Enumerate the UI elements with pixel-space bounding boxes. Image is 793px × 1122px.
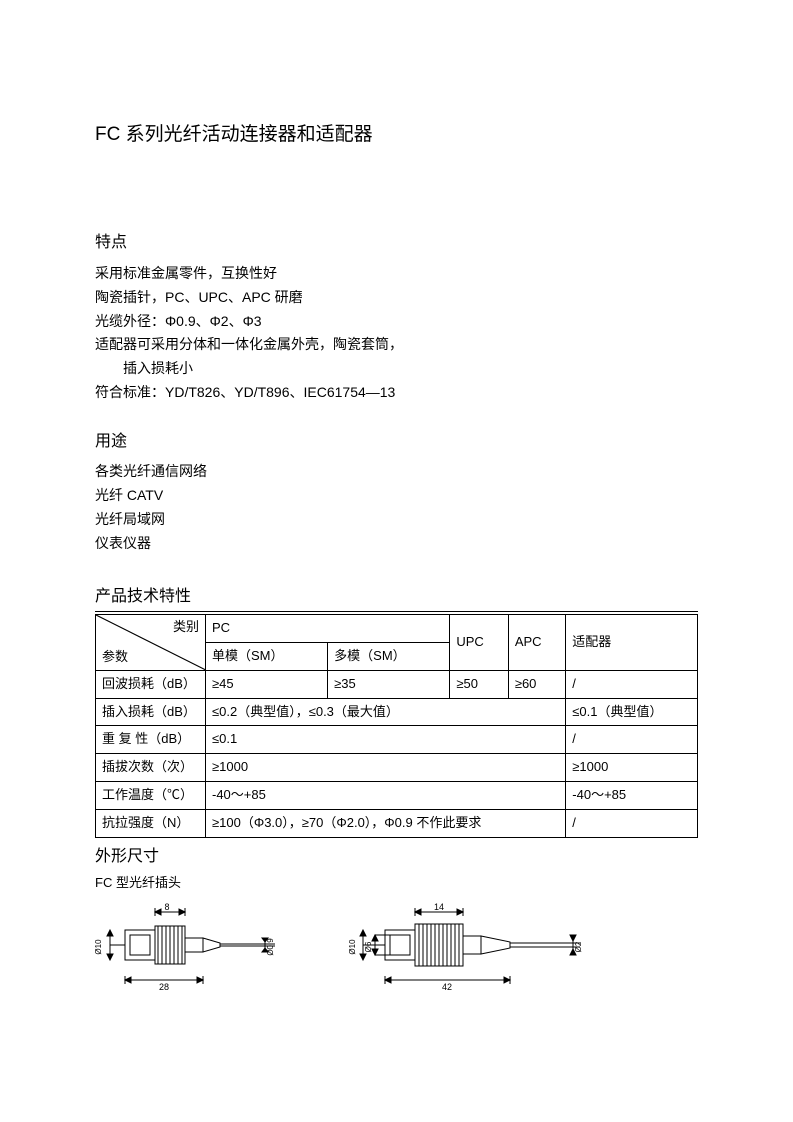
cell: ≥45 xyxy=(206,670,328,698)
features-section: 特点 采用标准金属零件，互换性好 陶瓷插针，PC、UPC、APC 研磨 光缆外径… xyxy=(95,230,698,404)
dimensions-heading: 外形尺寸 xyxy=(95,844,698,870)
cell: / xyxy=(566,809,698,837)
feature-line: 符合标准：YD/T826、YD/T896、IEC61754—13 xyxy=(95,381,698,405)
cell: ≥1000 xyxy=(566,754,698,782)
row-label: 插拔次数（次） xyxy=(96,754,206,782)
row-label: 工作温度（℃） xyxy=(96,781,206,809)
drawings-row: 8 28 Ø10 Ø0.9 xyxy=(95,902,698,992)
page-title: FC 系列光纤活动连接器和适配器 xyxy=(95,120,698,150)
feature-line: 光缆外径：Φ0.9、Φ2、Φ3 xyxy=(95,310,698,334)
table-row: 工作温度（℃） -40～+85 -40～+85 xyxy=(96,781,698,809)
dim-label: Ø2 xyxy=(574,941,583,952)
usage-line: 各类光纤通信网络 xyxy=(95,460,698,484)
dim-label: 28 xyxy=(159,982,169,992)
usage-section: 用途 各类光纤通信网络 光纤 CATV 光纤局域网 仪表仪器 xyxy=(95,429,698,556)
row-label: 重 复 性（dB） xyxy=(96,726,206,754)
row-label: 插入损耗（dB） xyxy=(96,698,206,726)
usage-line: 光纤局域网 xyxy=(95,508,698,532)
connector-drawing-1: 8 28 Ø10 Ø0.9 xyxy=(95,902,305,992)
cell: ≥100（Φ3.0），≥70（Φ2.0），Φ0.9 不作此要求 xyxy=(206,809,566,837)
dimensions-sub: FC 型光纤插头 xyxy=(95,873,698,894)
cell: ≤0.2（典型值），≤0.3（最大值） xyxy=(206,698,566,726)
cell: / xyxy=(566,726,698,754)
cell: -40～+85 xyxy=(566,781,698,809)
corner-cell: 类别 参数 xyxy=(96,615,206,671)
col-upc: UPC xyxy=(450,615,508,671)
spec-table: 类别 参数 PC UPC APC 适配器 单模（SM） 多模（SM） 回波损耗（… xyxy=(95,614,698,837)
cell: -40～+85 xyxy=(206,781,566,809)
usage-line: 光纤 CATV xyxy=(95,484,698,508)
table-header-row: 类别 参数 PC UPC APC 适配器 xyxy=(96,615,698,643)
col-pc-sm: 单模（SM） xyxy=(206,642,328,670)
feature-line: 陶瓷插针，PC、UPC、APC 研磨 xyxy=(95,286,698,310)
table-row: 插拔次数（次） ≥1000 ≥1000 xyxy=(96,754,698,782)
dim-label: Ø6 xyxy=(364,941,373,952)
usage-line: 仪表仪器 xyxy=(95,532,698,556)
features-heading: 特点 xyxy=(95,230,698,256)
cell: ≤0.1 xyxy=(206,726,566,754)
dim-label: Ø10 xyxy=(95,939,103,955)
table-row: 抗拉强度（N） ≥100（Φ3.0），≥70（Φ2.0），Φ0.9 不作此要求 … xyxy=(96,809,698,837)
dim-label: 42 xyxy=(442,982,452,992)
dim-label: 14 xyxy=(434,902,444,912)
connector-drawing-2: 14 42 Ø10 Ø6 Ø2 xyxy=(345,902,605,992)
feature-line: 适配器可采用分体和一体化金属外壳，陶瓷套筒， xyxy=(95,333,698,357)
col-pc-mm: 多模（SM） xyxy=(328,642,450,670)
dim-label: 8 xyxy=(164,902,169,912)
dim-label: Ø0.9 xyxy=(266,938,275,956)
cell: / xyxy=(566,670,698,698)
table-row: 回波损耗（dB） ≥45 ≥35 ≥50 ≥60 / xyxy=(96,670,698,698)
row-label: 抗拉强度（N） xyxy=(96,809,206,837)
usage-heading: 用途 xyxy=(95,429,698,455)
table-row: 插入损耗（dB） ≤0.2（典型值），≤0.3（最大值） ≤0.1（典型值） xyxy=(96,698,698,726)
cell: ≤0.1（典型值） xyxy=(566,698,698,726)
corner-top-label: 类别 xyxy=(173,617,199,638)
feature-line: 采用标准金属零件，互换性好 xyxy=(95,262,698,286)
corner-bottom-label: 参数 xyxy=(102,647,128,668)
cell: ≥60 xyxy=(508,670,565,698)
col-apc: APC xyxy=(508,615,565,671)
cell: ≥35 xyxy=(328,670,450,698)
table-row: 重 复 性（dB） ≤0.1 / xyxy=(96,726,698,754)
tech-heading: 产品技术特性 xyxy=(95,584,698,613)
col-adapter: 适配器 xyxy=(566,615,698,671)
dim-label: Ø10 xyxy=(348,939,357,955)
cell: ≥50 xyxy=(450,670,508,698)
feature-line: 插入损耗小 xyxy=(95,357,698,381)
cell: ≥1000 xyxy=(206,754,566,782)
col-pc: PC xyxy=(206,615,450,643)
row-label: 回波损耗（dB） xyxy=(96,670,206,698)
